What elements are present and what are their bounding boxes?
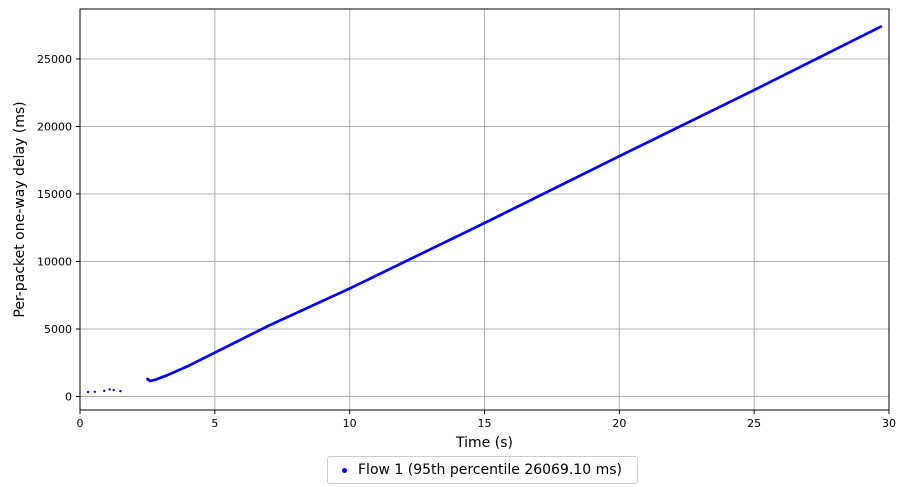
x-tick-label: 0 (77, 417, 84, 430)
x-tick-label: 5 (211, 417, 218, 430)
x-tick-label: 10 (343, 417, 357, 430)
y-tick-label: 15000 (37, 188, 72, 201)
data-point (103, 389, 106, 393)
data-point (108, 388, 111, 391)
x-tick-label: 30 (882, 417, 896, 430)
x-axis-label: Time (s) (455, 435, 513, 451)
y-tick-label: 0 (65, 390, 72, 403)
scatter-points (86, 25, 883, 394)
grid (79, 9, 890, 410)
x-tick-label: 20 (612, 417, 626, 430)
y-tick-label: 5000 (44, 323, 72, 336)
data-point (112, 388, 115, 392)
y-tick-label: 10000 (37, 255, 72, 268)
legend-label-flow-1: Flow 1 (95th percentile 26069.10 ms) (358, 462, 622, 478)
data-point (86, 390, 90, 394)
y-tick-label: 20000 (37, 120, 72, 133)
legend-marker-flow-1 (342, 467, 347, 473)
ticks: 0 5 10 15 20 25 30 0 5000 10000 15000 20000 25000 (37, 53, 896, 430)
x-tick-label: 25 (747, 417, 761, 430)
y-axis-label: Per-packet one-way delay (ms) (12, 101, 28, 317)
y-tick-label: 25000 (37, 53, 72, 66)
x-tick-label: 15 (478, 417, 492, 430)
data-point (119, 389, 122, 393)
legend: Flow 1 (95th percentile 26069.10 ms) (327, 456, 638, 484)
data-point (879, 25, 883, 28)
data-point (93, 390, 97, 393)
